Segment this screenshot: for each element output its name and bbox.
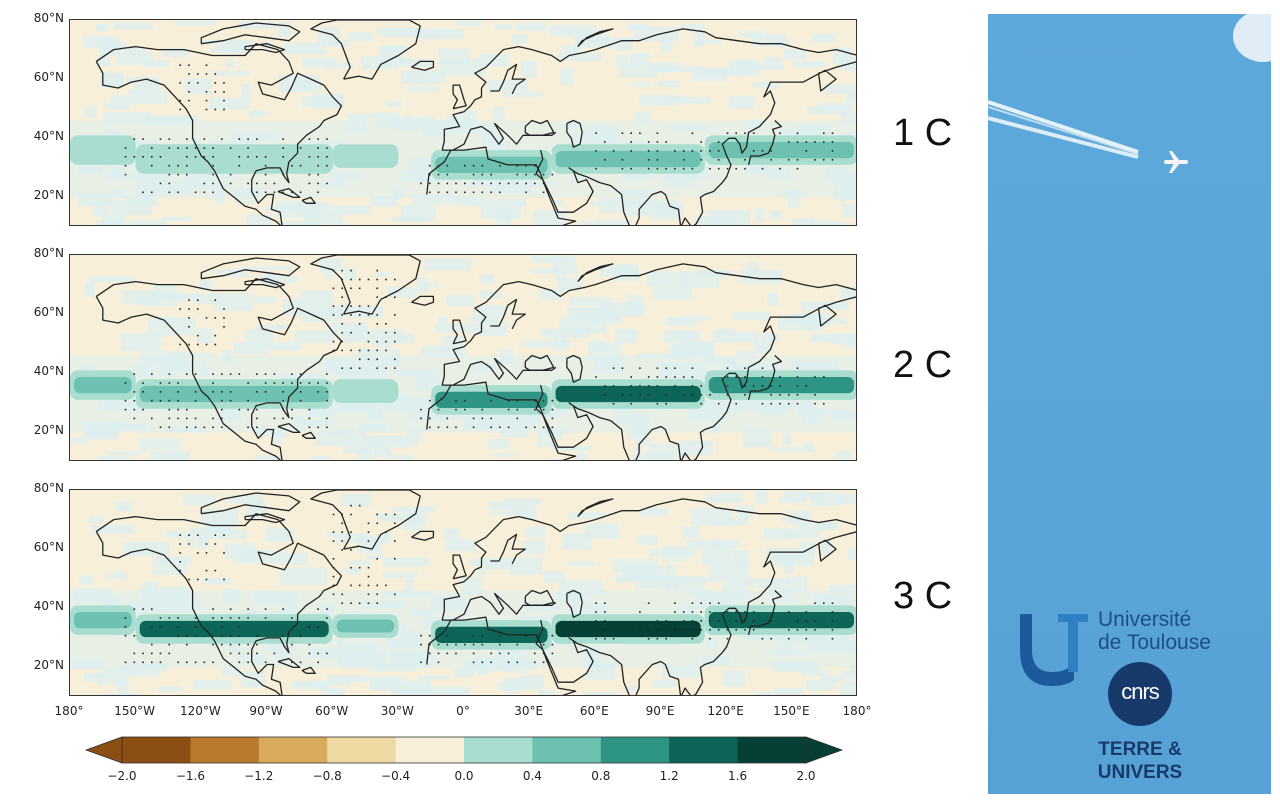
- map-panel-3: [69, 489, 857, 696]
- lat-tick-label: 80°N: [33, 11, 64, 25]
- lon-tick-label: 150°W: [114, 704, 156, 718]
- lon-tick-label: 30°W: [380, 704, 414, 718]
- lon-tick-label: 180°: [54, 704, 84, 718]
- lon-tick-label: 90°E: [645, 704, 675, 718]
- lat-tick-label: 20°N: [33, 423, 64, 438]
- universite-text: Université: [1098, 608, 1192, 631]
- map-panel-2-field: [70, 255, 856, 460]
- lat-tick-label: 80°N: [33, 246, 64, 260]
- colorbar-segment: [258, 737, 328, 763]
- colorbar-tick-label: −0.8: [312, 769, 342, 783]
- map-panel-1-field: [70, 20, 856, 225]
- terre-text: TERRE &: [1098, 739, 1182, 760]
- colorbar-segment: [464, 737, 533, 763]
- map-panel-3-field: [70, 490, 856, 695]
- colorbar-segment: [190, 737, 260, 763]
- map-panel-2: [69, 254, 857, 461]
- colorbar-segment: [122, 737, 191, 763]
- colorbar-tick-label: 0.4: [522, 769, 542, 783]
- colorbar-segment: [737, 737, 807, 763]
- colorbar-tick-label: −1.2: [244, 769, 274, 783]
- colorbar-tick-label: 1.2: [659, 769, 679, 783]
- lon-tick-label: 180°: [842, 704, 872, 718]
- colorbar-tick-label: −0.4: [381, 769, 411, 783]
- panel-label-1: 1 C: [893, 112, 953, 154]
- lat-tick-label: 40°N: [33, 129, 64, 144]
- lon-tick-label: 60°E: [579, 704, 609, 718]
- colorbar-tick-label: 0.8: [591, 769, 611, 783]
- panel-label-3: 3 C: [893, 575, 953, 617]
- lat-tick-label: 60°N: [33, 540, 64, 555]
- lon-tick-label: 120°E: [707, 704, 744, 718]
- colorbar-segment: [669, 737, 739, 763]
- lat-tick-label: 20°N: [33, 658, 64, 673]
- colorbar-tick-label: 1.6: [728, 769, 748, 783]
- colorbar-tick-label: 2.0: [796, 769, 816, 783]
- colorbar-segment: [600, 737, 670, 763]
- contrail-airplane-image: [988, 14, 1271, 173]
- lat-tick-label: 40°N: [33, 599, 64, 614]
- lon-tick-label: 90°W: [249, 704, 283, 718]
- lat-tick-label: 60°N: [33, 70, 64, 85]
- lon-tick-label: 120°W: [179, 704, 221, 718]
- lat-tick-label: 40°N: [33, 364, 64, 379]
- map-panel-1: [69, 19, 857, 226]
- colorbar-tick-label: −1.6: [175, 769, 205, 783]
- univers-text: UNIVERS: [1097, 762, 1183, 783]
- cnrs-logo-icon: cnrs: [1108, 662, 1172, 726]
- lon-tick-label: 0°: [456, 704, 470, 718]
- panel-label-2: 2 C: [893, 344, 953, 386]
- colorbar-tick-label: 0.0: [454, 769, 474, 783]
- lat-tick-label: 60°N: [33, 305, 64, 320]
- lon-tick-label: 60°W: [315, 704, 349, 718]
- cnrs-text: cnrs: [1121, 679, 1160, 704]
- lon-tick-label: 150°E: [773, 704, 810, 718]
- colorbar-segment: [395, 737, 465, 763]
- colorbar-segment: [327, 737, 397, 763]
- lat-tick-label: 20°N: [33, 188, 64, 203]
- universite-toulouse-logo-icon: [1020, 614, 1088, 686]
- colorbar-extend-high: [805, 736, 844, 764]
- colorbar-segment: [532, 737, 602, 763]
- lon-tick-label: 30°E: [514, 704, 544, 718]
- de-toulouse-text: de Toulouse: [1098, 631, 1211, 654]
- colorbar-tick-label: −2.0: [107, 769, 137, 783]
- lat-tick-label: 80°N: [33, 481, 64, 495]
- colorbar-extend-low: [84, 736, 123, 764]
